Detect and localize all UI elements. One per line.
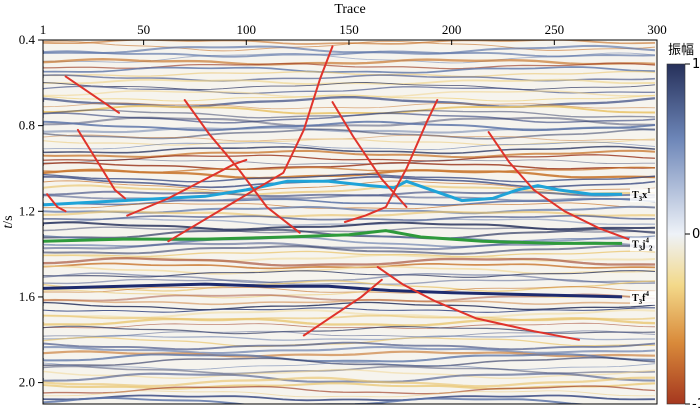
colorbar: 振幅 1 0 -1 bbox=[666, 43, 700, 412]
fault-line bbox=[487, 131, 630, 241]
y-tick-label: 0.8 bbox=[19, 118, 35, 133]
y-tick-label: 1.2 bbox=[19, 203, 35, 218]
fault-line bbox=[64, 75, 120, 114]
colorbar-tick-label: 0 bbox=[692, 227, 700, 242]
y-axis-title-unit: /s bbox=[1, 215, 16, 224]
colorbar-tick-label: -1 bbox=[692, 397, 700, 412]
y-tick-label: 1.6 bbox=[19, 289, 36, 304]
x-axis-ticks: 1 50 100 150 200 250 300 bbox=[40, 22, 667, 45]
fault-line bbox=[183, 99, 301, 234]
horizon-label-bg bbox=[630, 188, 656, 203]
colorbar-title: 振幅 bbox=[668, 43, 694, 58]
x-tick-label: 150 bbox=[339, 22, 359, 37]
fault-lines bbox=[46, 45, 630, 341]
horizon-T3j4 bbox=[43, 229, 623, 245]
colorbar-gradient bbox=[666, 63, 686, 405]
horizon-label-T3f4: T3f4 bbox=[632, 290, 650, 306]
horizon-label-T3x1: T3x1 bbox=[632, 187, 651, 203]
x-tick-label: 250 bbox=[545, 22, 565, 37]
x-tick-label: 50 bbox=[137, 22, 150, 37]
plot-frame bbox=[42, 39, 658, 405]
horizon-lines bbox=[43, 179, 623, 299]
y-tick-label: 0.4 bbox=[19, 32, 36, 47]
colorbar-tick-label: 1 bbox=[692, 57, 700, 72]
fault-line bbox=[343, 99, 439, 223]
x-tick-label: 100 bbox=[237, 22, 257, 37]
y-tick-label: 2.0 bbox=[19, 375, 35, 390]
seismic-amplitude-image bbox=[43, 40, 657, 404]
x-tick-label: 300 bbox=[647, 22, 667, 37]
fault-line bbox=[167, 45, 334, 243]
fault-line bbox=[376, 266, 580, 341]
fault-line bbox=[126, 158, 248, 217]
horizon-label-T3j4: T3j42 bbox=[632, 236, 653, 252]
horizon-label-bg bbox=[630, 290, 656, 305]
horizon-T3f4 bbox=[43, 282, 623, 299]
y-axis-title: t/s bbox=[1, 215, 16, 228]
horizon-label-bg bbox=[630, 237, 656, 252]
y-axis-ticks: 0.4 0.8 1.2 1.6 2.0 bbox=[19, 32, 43, 390]
fault-line bbox=[46, 193, 67, 213]
horizon-labels: T3x1 T3j42 T3f4 bbox=[630, 187, 656, 306]
fault-line bbox=[76, 128, 127, 200]
x-tick-label: 200 bbox=[442, 22, 462, 37]
y-axis-title-var: t bbox=[1, 224, 16, 229]
horizon-T3x1 bbox=[43, 179, 623, 207]
x-tick-label: 1 bbox=[40, 22, 47, 37]
fault-line bbox=[302, 278, 383, 337]
x-axis-title: Trace bbox=[334, 2, 365, 17]
